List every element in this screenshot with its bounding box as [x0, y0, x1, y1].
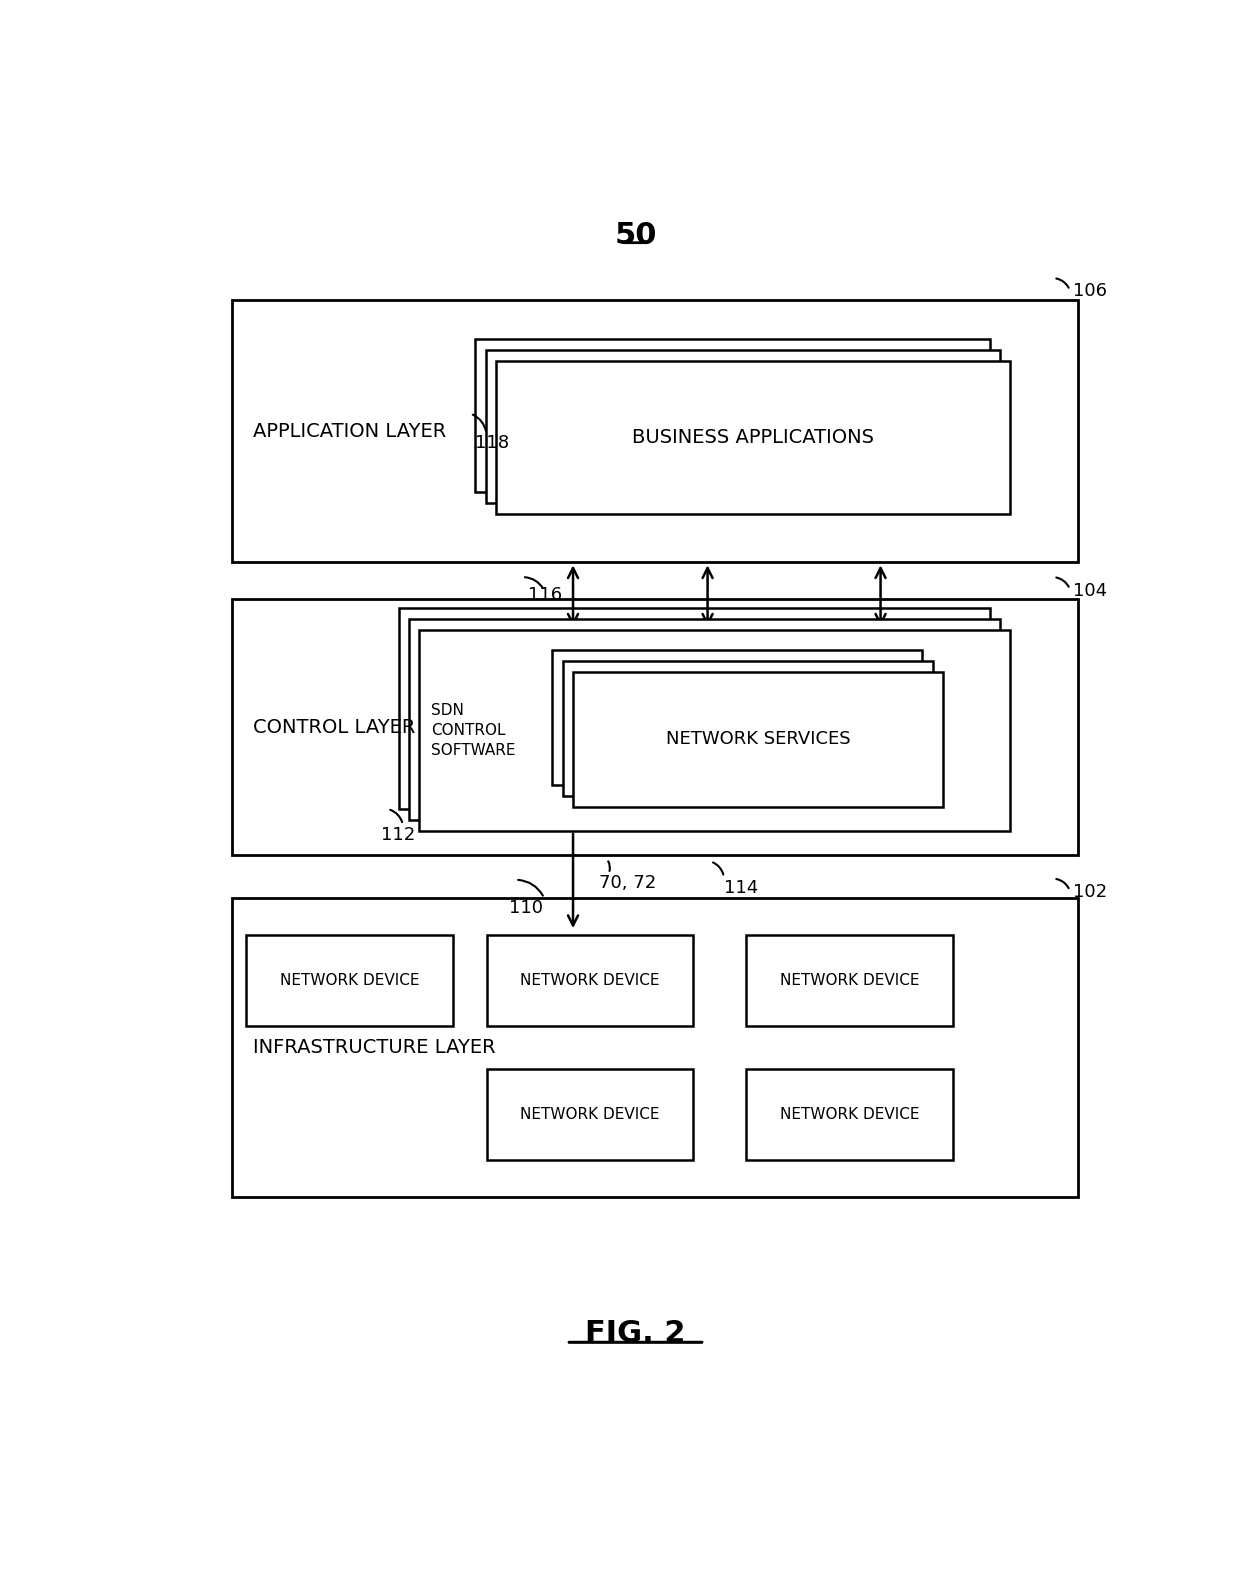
- FancyBboxPatch shape: [247, 935, 453, 1025]
- FancyBboxPatch shape: [486, 935, 693, 1025]
- FancyBboxPatch shape: [552, 650, 923, 785]
- Text: 114: 114: [724, 880, 758, 897]
- Text: 106: 106: [1073, 282, 1107, 301]
- FancyBboxPatch shape: [746, 935, 952, 1025]
- FancyBboxPatch shape: [398, 607, 990, 808]
- FancyBboxPatch shape: [496, 361, 1011, 514]
- FancyBboxPatch shape: [746, 1068, 952, 1160]
- FancyBboxPatch shape: [486, 350, 999, 502]
- Text: 116: 116: [528, 586, 562, 604]
- Text: 50: 50: [614, 220, 657, 250]
- FancyBboxPatch shape: [409, 618, 999, 819]
- Text: NETWORK DEVICE: NETWORK DEVICE: [520, 1108, 660, 1122]
- FancyBboxPatch shape: [563, 661, 932, 796]
- Text: FIG. 2: FIG. 2: [585, 1319, 686, 1349]
- Text: 102: 102: [1073, 883, 1107, 900]
- Text: INFRASTRUCTURE LAYER: INFRASTRUCTURE LAYER: [253, 1038, 496, 1057]
- FancyBboxPatch shape: [232, 300, 1078, 563]
- Text: 118: 118: [475, 434, 510, 452]
- Text: APPLICATION LAYER: APPLICATION LAYER: [253, 422, 446, 441]
- FancyBboxPatch shape: [232, 899, 1078, 1197]
- FancyBboxPatch shape: [419, 629, 1011, 831]
- FancyBboxPatch shape: [232, 599, 1078, 856]
- Text: 112: 112: [381, 826, 415, 843]
- Text: CONTROL LAYER: CONTROL LAYER: [253, 718, 415, 737]
- Text: SDN
CONTROL
SOFTWARE: SDN CONTROL SOFTWARE: [430, 704, 516, 758]
- Text: NETWORK DEVICE: NETWORK DEVICE: [780, 1108, 919, 1122]
- Text: NETWORK DEVICE: NETWORK DEVICE: [780, 973, 919, 987]
- Text: 70, 72: 70, 72: [599, 875, 656, 892]
- Text: 104: 104: [1073, 582, 1107, 599]
- Text: BUSINESS APPLICATIONS: BUSINESS APPLICATIONS: [632, 428, 874, 447]
- Text: 110: 110: [508, 899, 543, 916]
- FancyBboxPatch shape: [475, 339, 990, 491]
- Text: NETWORK DEVICE: NETWORK DEVICE: [520, 973, 660, 987]
- FancyBboxPatch shape: [573, 672, 944, 807]
- Text: NETWORK SERVICES: NETWORK SERVICES: [666, 731, 851, 748]
- FancyBboxPatch shape: [486, 1068, 693, 1160]
- Text: NETWORK DEVICE: NETWORK DEVICE: [280, 973, 419, 987]
